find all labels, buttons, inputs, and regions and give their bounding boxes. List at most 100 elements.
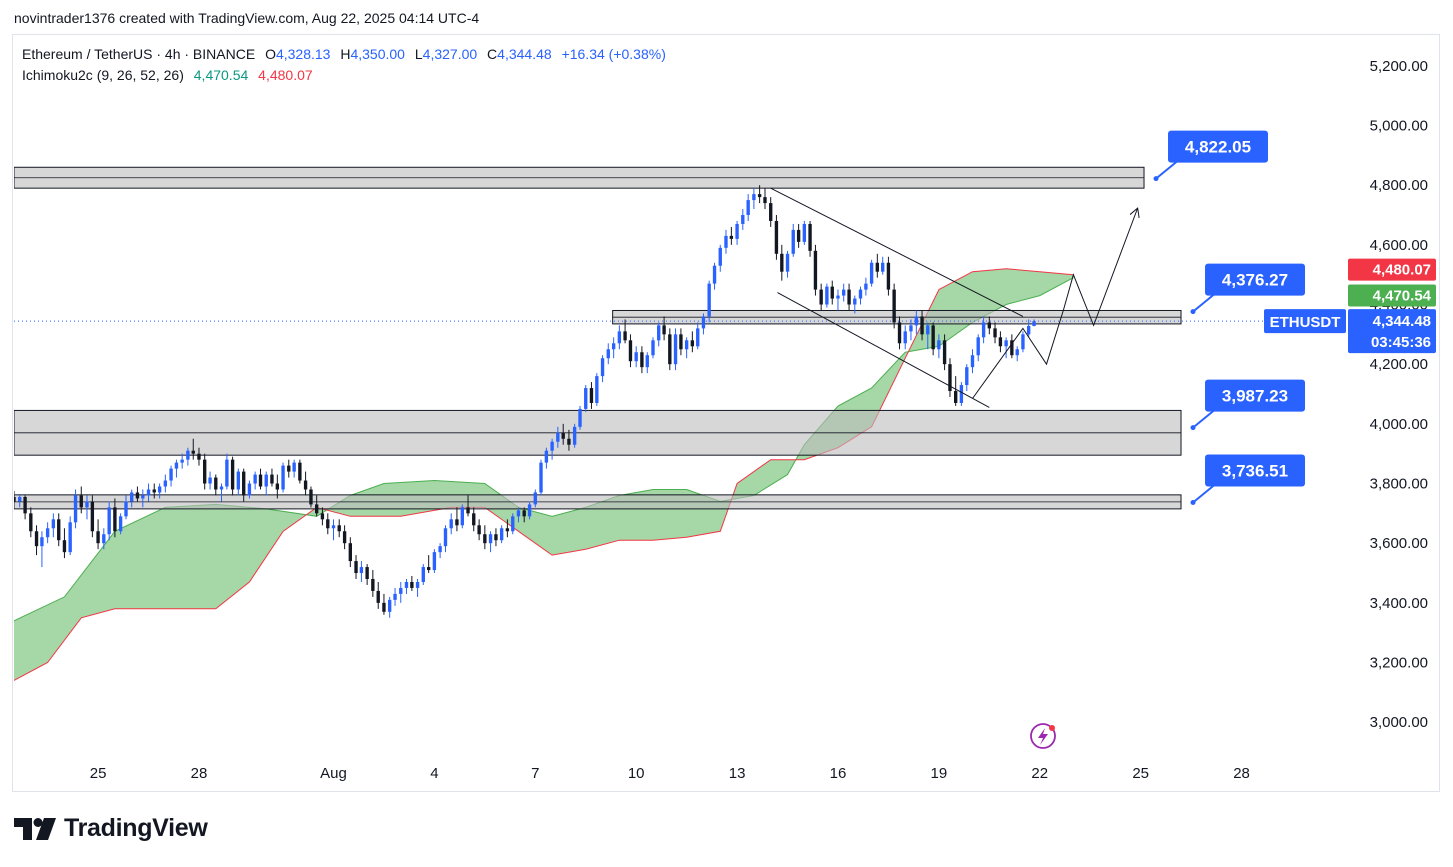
candle-body xyxy=(455,519,459,526)
cloud-span-b xyxy=(14,268,1074,681)
chart-legend: Ethereum / TetherUS · 4h · BINANCE O 4,32… xyxy=(22,44,666,86)
candle-body xyxy=(371,578,375,591)
candle-body xyxy=(780,253,784,272)
candle-body xyxy=(152,489,156,493)
candle-body xyxy=(595,376,599,403)
candle-body xyxy=(298,462,302,481)
candle-body xyxy=(275,483,280,490)
candle-body xyxy=(942,340,947,365)
candle-body xyxy=(617,331,622,344)
candle-body xyxy=(886,262,891,290)
legend-open-label: O xyxy=(265,46,276,62)
x-tick-label: 22 xyxy=(1031,765,1048,782)
candle-body xyxy=(404,581,409,588)
candle-body xyxy=(236,471,241,490)
candle-body xyxy=(365,567,369,579)
candle-body xyxy=(326,519,330,529)
candle-body xyxy=(309,489,313,505)
candle-body xyxy=(701,316,706,329)
candle-body xyxy=(1032,321,1036,326)
channel-upper-line xyxy=(770,187,1024,317)
candle-body xyxy=(186,450,190,460)
candle-body xyxy=(712,265,717,284)
candle-body xyxy=(892,289,896,323)
candle-body xyxy=(443,528,448,547)
candle-body xyxy=(668,334,672,365)
candle-body xyxy=(270,474,274,484)
candle-body xyxy=(511,516,515,532)
candle-body xyxy=(135,492,140,499)
candle-body xyxy=(920,316,924,335)
current-price-value: 4,344.48 xyxy=(1373,313,1431,330)
callout-box-1 xyxy=(1168,130,1269,163)
candle-body xyxy=(107,507,111,535)
candle-body xyxy=(376,590,380,603)
legend-indicator-row: Ichimoku2c (9, 26, 52, 26) 4,470.54 4,48… xyxy=(22,65,666,86)
legend-symbol[interactable]: Ethereum / TetherUS · 4h · BINANCE xyxy=(22,46,256,62)
candle-body xyxy=(881,262,885,272)
candle-body xyxy=(937,340,941,350)
candle-body xyxy=(466,507,470,514)
y-tick-label: 3,600.00 xyxy=(1370,535,1428,552)
y-tick-label: 3,000.00 xyxy=(1370,714,1428,731)
candle-body xyxy=(724,235,728,248)
candle-body xyxy=(774,220,779,254)
candle-body xyxy=(657,325,661,341)
y-tick-label: 5,000.00 xyxy=(1370,118,1428,135)
candle-body xyxy=(987,322,992,329)
x-tick-label: 16 xyxy=(830,765,847,782)
candle-body xyxy=(421,567,425,582)
candle-body xyxy=(281,465,285,490)
candle-body xyxy=(998,337,1003,347)
callout-leader-2 xyxy=(1192,292,1216,313)
candle-body xyxy=(432,552,437,571)
y-tick-label: 4,800.00 xyxy=(1370,177,1428,194)
candle-body xyxy=(359,567,364,574)
callout-leader-3 xyxy=(1192,408,1216,429)
candle-body xyxy=(735,223,739,239)
y-tick-label: 3,400.00 xyxy=(1370,595,1428,612)
legend-ohlc-row: Ethereum / TetherUS · 4h · BINANCE O 4,32… xyxy=(22,44,666,65)
candle-body xyxy=(342,531,347,544)
candle-body xyxy=(449,519,453,529)
candle-body xyxy=(550,441,554,451)
candle-body xyxy=(460,507,464,526)
candle-body xyxy=(948,364,952,392)
candle-body xyxy=(287,465,291,472)
x-tick-label: 7 xyxy=(531,765,539,782)
bar-countdown: 03:45:36 xyxy=(1371,334,1431,351)
y-tick-label: 3,800.00 xyxy=(1370,476,1428,493)
legend-low-label: L xyxy=(414,46,423,62)
candle-body xyxy=(29,513,33,532)
candle-body xyxy=(253,474,257,484)
candle-body xyxy=(584,388,588,409)
legend-low: 4,327.00 xyxy=(422,46,478,62)
candle-body xyxy=(494,534,498,541)
candle-body xyxy=(1004,340,1008,347)
candle-body xyxy=(572,426,577,445)
candle-body xyxy=(62,540,67,553)
candle-body xyxy=(163,480,168,487)
y-tick-label: 3,200.00 xyxy=(1370,655,1428,672)
candle-body xyxy=(729,235,734,239)
callout-leader-4 xyxy=(1192,483,1216,504)
legend-change: +16.34 (+0.38%) xyxy=(561,46,666,62)
tradingview-logo[interactable]: TradingView xyxy=(14,814,208,843)
candle-body xyxy=(909,325,913,332)
candle-body xyxy=(842,289,846,296)
candle-body xyxy=(830,286,834,299)
price-tag-label-2: 4,470.54 xyxy=(1373,287,1432,304)
candle-body xyxy=(242,471,246,496)
candle-body xyxy=(247,483,252,496)
candle-body xyxy=(130,492,134,502)
candle-body xyxy=(623,331,627,341)
y-tick-label: 4,000.00 xyxy=(1370,416,1428,433)
x-tick-label: 19 xyxy=(931,765,948,782)
candle-body xyxy=(791,229,795,254)
candle-body xyxy=(354,561,358,574)
candle-body xyxy=(90,501,95,532)
candle-body xyxy=(561,432,565,439)
legend-indicator-name[interactable]: Ichimoku2c (9, 26, 52, 26) xyxy=(22,67,184,83)
candle-body xyxy=(102,534,106,544)
